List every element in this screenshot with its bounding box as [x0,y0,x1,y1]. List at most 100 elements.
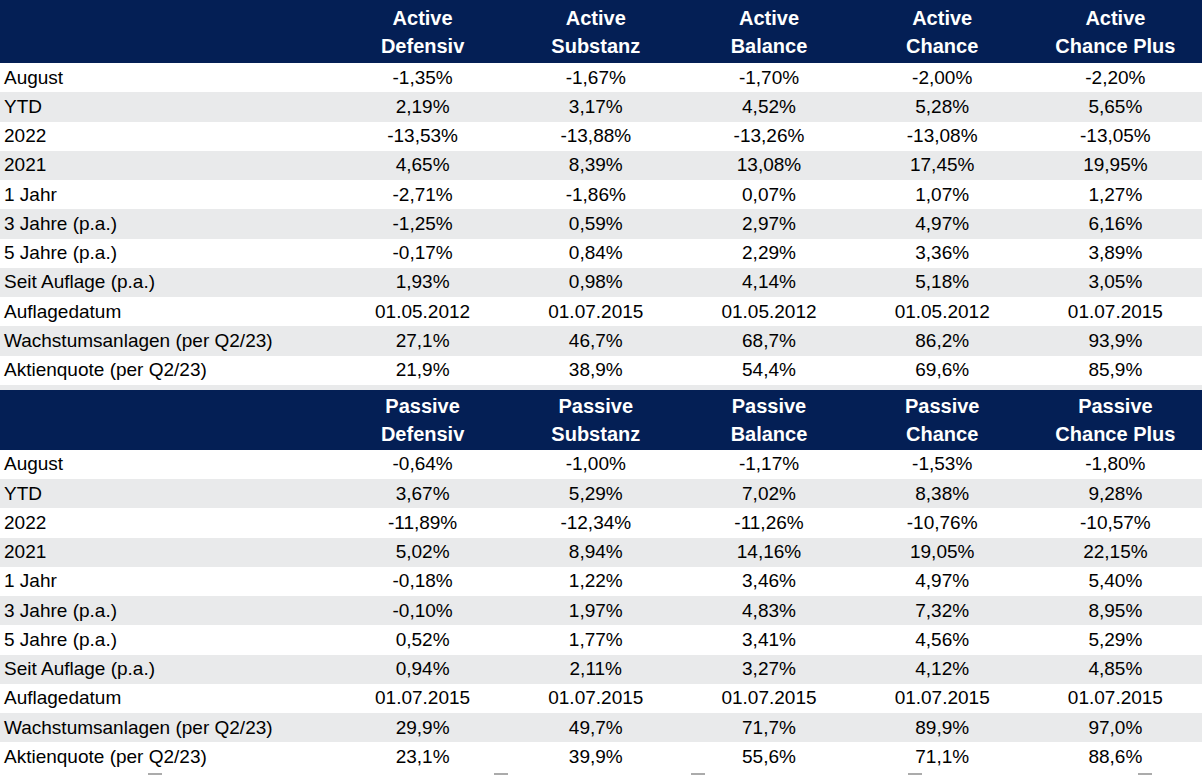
row-label: 2022 [0,512,336,534]
row-label: 5 Jahre (p.a.) [0,242,336,264]
row-label: August [0,453,336,475]
cell-value: 9,28% [1029,483,1202,505]
cell-value: 46,7% [509,330,682,352]
cell-value: -10,76% [856,512,1029,534]
cell-value: 3,89% [1029,242,1202,264]
cell-value: 27,1% [336,330,509,352]
cell-value: 0,59% [509,213,682,235]
table-row: 20214,65%8,39%13,08%17,45%19,95% [0,151,1202,180]
passive-header-corner [0,390,336,450]
column-header-line2: Defensiv [381,32,464,60]
cell-value: 0,52% [336,629,509,651]
cell-value: 5,29% [509,483,682,505]
cell-value: -0,64% [336,453,509,475]
cell-value: 4,97% [856,570,1029,592]
cell-value: 55,6% [682,746,855,768]
cell-value: -1,70% [682,67,855,89]
cell-value: 8,94% [509,541,682,563]
column-header-line2: Balance [731,32,808,60]
cell-value: -0,18% [336,570,509,592]
cell-value: -1,25% [336,213,509,235]
row-label: Auflagedatum [0,687,336,709]
table-row: Seit Auflage (p.a.)0,94%2,11%3,27%4,12%4… [0,655,1202,684]
cropped-text-artifact [1138,773,1152,775]
cell-value: 3,17% [509,96,682,118]
cell-value: -1,80% [1029,453,1202,475]
cell-value: 6,16% [1029,213,1202,235]
cell-value: -2,00% [856,67,1029,89]
column-header-line1: Active [566,4,626,32]
cell-value: 4,65% [336,154,509,176]
cell-value: -1,35% [336,67,509,89]
cell-value: 2,19% [336,96,509,118]
cell-value: -12,34% [509,512,682,534]
row-label: 2022 [0,125,336,147]
cell-value: 97,0% [1029,717,1202,739]
table-row: 5 Jahre (p.a.)-0,17%0,84%2,29%3,36%3,89% [0,239,1202,268]
cell-value: 17,45% [856,154,1029,176]
cell-value: 1,77% [509,629,682,651]
cell-value: 0,94% [336,658,509,680]
table-row: Wachstumsanlagen (per Q2/23)29,9%49,7%71… [0,713,1202,742]
cell-value: 69,6% [856,359,1029,381]
column-header-line2: Substanz [551,420,640,448]
cropped-text-artifact [494,773,508,775]
cell-value: 2,29% [682,242,855,264]
cell-value: 01.05.2012 [682,301,855,323]
column-header-line1: Passive [1078,392,1153,420]
row-label: Auflagedatum [0,301,336,323]
cell-value: 1,93% [336,271,509,293]
cell-value: -1,67% [509,67,682,89]
cell-value: 85,9% [1029,359,1202,381]
cell-value: -0,10% [336,600,509,622]
cell-value: 3,36% [856,242,1029,264]
table-row: 2022-13,53%-13,88%-13,26%-13,08%-13,05% [0,122,1202,151]
cell-value: 2,97% [682,213,855,235]
cell-value: 5,02% [336,541,509,563]
table-row: Aktienquote (per Q2/23)21,9%38,9%54,4%69… [0,356,1202,385]
column-header-line1: Active [912,4,972,32]
cell-value: -13,05% [1029,125,1202,147]
table-row: August-1,35%-1,67%-1,70%-2,00%-2,20% [0,63,1202,92]
column-header-active-defensiv: ActiveDefensiv [336,0,509,63]
row-label: 1 Jahr [0,184,336,206]
table-row: 3 Jahre (p.a.)-0,10%1,97%4,83%7,32%8,95% [0,596,1202,625]
row-label: Seit Auflage (p.a.) [0,658,336,680]
row-label: Seit Auflage (p.a.) [0,271,336,293]
cell-value: 0,98% [509,271,682,293]
cell-value: 13,08% [682,154,855,176]
active-fund-table: ActiveDefensivActiveSubstanzActiveBalanc… [0,0,1202,385]
active-header-row: ActiveDefensivActiveSubstanzActiveBalanc… [0,0,1202,63]
cell-value: 3,46% [682,570,855,592]
cell-value: -1,17% [682,453,855,475]
cell-value: 38,9% [509,359,682,381]
row-label: Wachstumsanlagen (per Q2/23) [0,330,336,352]
column-header-active-balance: ActiveBalance [682,0,855,63]
row-label: YTD [0,483,336,505]
cell-value: 7,02% [682,483,855,505]
cell-value: 4,12% [856,658,1029,680]
cell-value: 19,05% [856,541,1029,563]
column-header-passive-substanz: PassiveSubstanz [509,390,682,450]
cell-value: 4,83% [682,600,855,622]
column-header-active-chance-plus: ActiveChance Plus [1029,0,1202,63]
cell-value: 29,9% [336,717,509,739]
cropped-text-artifact [691,773,705,775]
cell-value: 4,97% [856,213,1029,235]
row-label: 2021 [0,154,336,176]
cell-value: 1,97% [509,600,682,622]
cropped-next-row [0,772,1202,775]
cell-value: 3,05% [1029,271,1202,293]
cell-value: 89,9% [856,717,1029,739]
table-row: 1 Jahr-2,71%-1,86%0,07%1,07%1,27% [0,180,1202,209]
table-row: YTD2,19%3,17%4,52%5,28%5,65% [0,92,1202,121]
cell-value: 1,07% [856,184,1029,206]
cell-value: -11,26% [682,512,855,534]
table-row: Seit Auflage (p.a.)1,93%0,98%4,14%5,18%3… [0,268,1202,297]
cell-value: 49,7% [509,717,682,739]
row-label: 5 Jahre (p.a.) [0,629,336,651]
column-header-line1: Passive [732,392,807,420]
passive-fund-table: PassiveDefensivPassiveSubstanzPassiveBal… [0,390,1202,772]
row-label: August [0,67,336,89]
cell-value: 1,27% [1029,184,1202,206]
